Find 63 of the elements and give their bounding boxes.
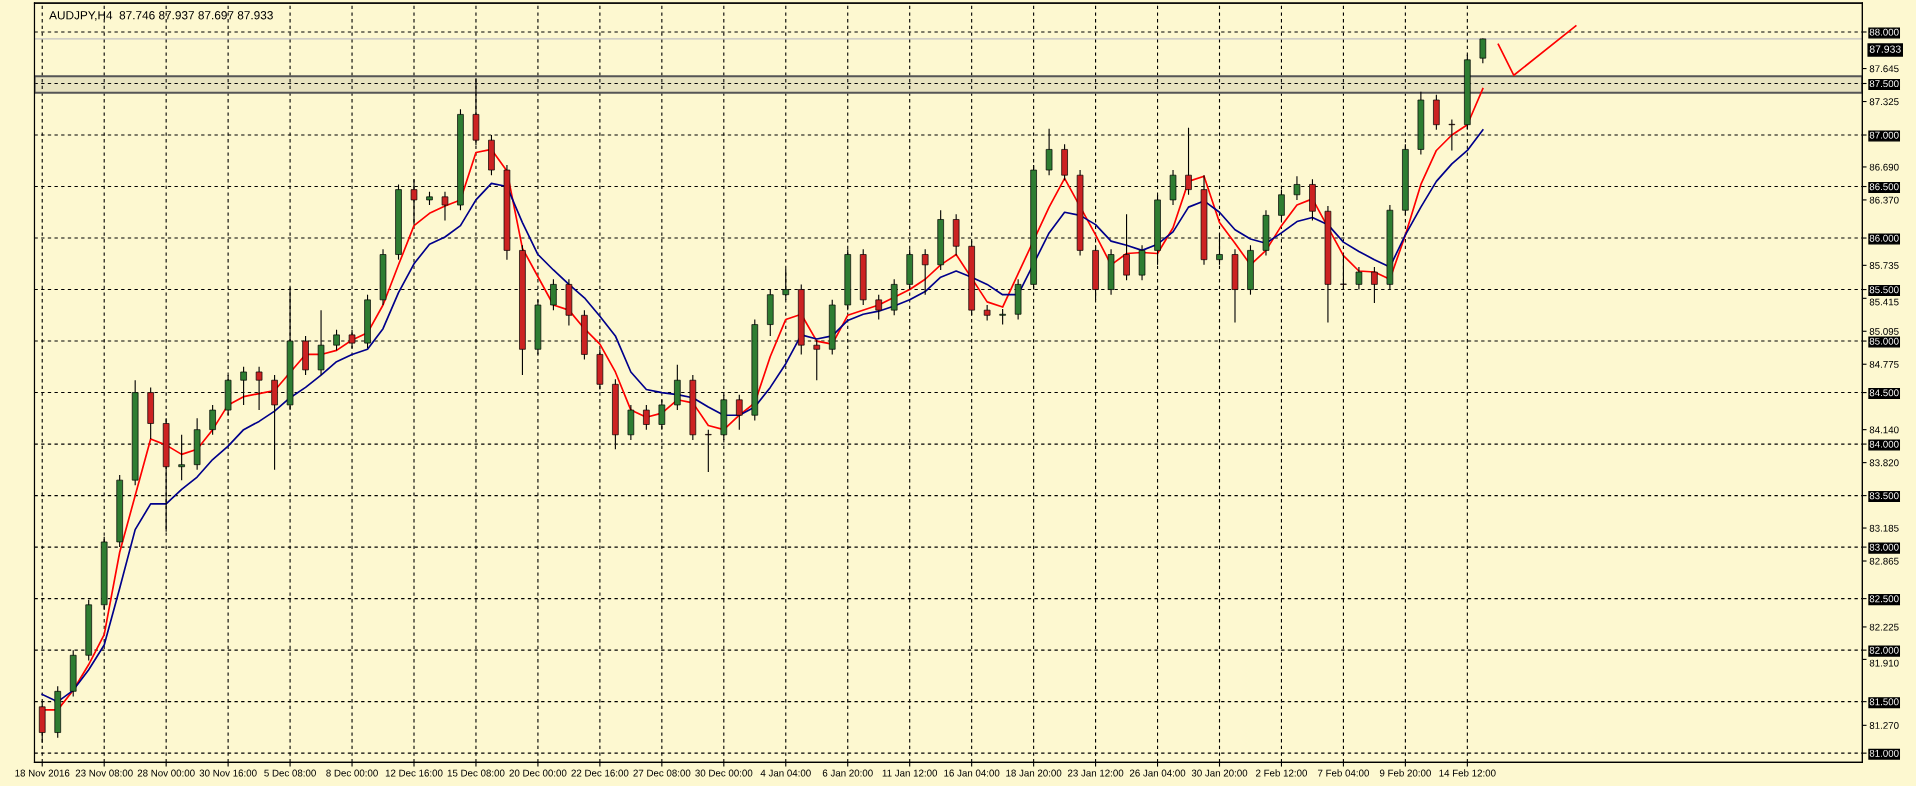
y-tick-label: 82.000 [1869,646,1899,654]
y2-tick-label: 81.270 [1869,722,1899,729]
x-tick-label: 14 Feb 12:00 [1439,769,1496,777]
x-tick-label: 20 Dec 00:00 [509,769,567,777]
candlestick [983,304,991,322]
x-tick-label: 11 Jan 12:00 [882,769,938,777]
y2-tick-label: 87.645 [1869,65,1899,73]
y-tick-label: 81.000 [1869,749,1899,757]
y2-tick-label: 82.865 [1869,557,1899,565]
x-tick-label: 18 Jan 20:00 [1006,769,1062,777]
x-tick-label: 16 Jan 04:00 [944,769,1000,777]
text: AUDJPY,H4 87.746 87.937 87.697 87.933 [49,11,273,21]
y2-tick-label: 84.775 [1869,360,1899,368]
y-tick-label: 81.500 [1869,698,1899,706]
x-tick-label: 30 Jan 20:00 [1191,769,1248,777]
x-tick-label: 15 Dec 08:00 [447,769,505,777]
x-tick-label: 7 Feb 04:00 [1317,769,1369,777]
y2-tick-label: 81.910 [1869,659,1899,667]
x-tick-label: 2 Feb 12:00 [1256,769,1308,777]
ref-line-label: 87.933 [1869,45,1901,53]
x-tick-label: 9 Feb 20:00 [1379,769,1431,777]
y-tick-label: 84.000 [1869,440,1899,448]
y2-tick-label: 86.690 [1869,163,1899,171]
x-tick-label: 26 Jan 04:00 [1129,769,1186,777]
y2-tick-label: 83.185 [1869,524,1899,532]
y2-tick-label: 84.140 [1869,426,1899,434]
y2-tick-label: 86.370 [1869,196,1899,204]
x-tick-label: 5 Dec 08:00 [264,769,316,777]
y2-tick-label: 85.095 [1869,328,1899,335]
x-tick-label: 6 Jan 20:00 [822,769,873,777]
x-tick-label: 30 Nov 16:00 [199,769,257,777]
y-tick-label: 83.500 [1869,492,1899,500]
x-tick-label: 23 Jan 12:00 [1067,769,1124,777]
candlestick [875,294,883,320]
x-tick-label: 30 Dec 00:00 [695,769,753,777]
y2-tick-label: 82.225 [1869,623,1899,631]
x-tick-label: 12 Dec 16:00 [385,769,443,777]
candlestick [643,404,650,431]
x-tick-label: 8 Dec 00:00 [326,769,378,777]
candlestick [1479,37,1487,64]
y-tick-label: 82.500 [1869,595,1899,603]
y-tick-label: 88.000 [1869,28,1899,36]
y-tick-label: 87.500 [1869,80,1899,88]
y-tick-label: 83.000 [1869,543,1899,551]
x-tick-label: 18 Nov 2016 [15,769,70,777]
y-tick-label: 86.000 [1869,234,1899,242]
y2-tick-label: 85.415 [1869,298,1899,306]
candlestick [736,394,743,431]
y-tick-label: 86.500 [1869,183,1899,191]
x-tick-label: 22 Dec 16:00 [571,769,629,777]
x-tick-label: 23 Nov 08:00 [75,769,133,777]
y2-tick-label: 85.735 [1869,262,1899,269]
candlestick [209,404,216,436]
y-tick-label: 84.500 [1869,389,1899,397]
y2-tick-label: 83.820 [1869,459,1899,467]
x-tick-label: 4 Jan 04:00 [760,769,811,777]
x-tick-label: 28 Nov 00:00 [137,769,195,777]
candlestick [441,191,449,222]
y2-tick-label: 87.325 [1869,98,1899,106]
y-tick-label: 87.000 [1869,131,1899,139]
y-tick-label: 85.000 [1869,337,1899,345]
y-tick-label: 85.500 [1869,286,1899,294]
x-tick-label: 27 Dec 08:00 [633,769,691,777]
